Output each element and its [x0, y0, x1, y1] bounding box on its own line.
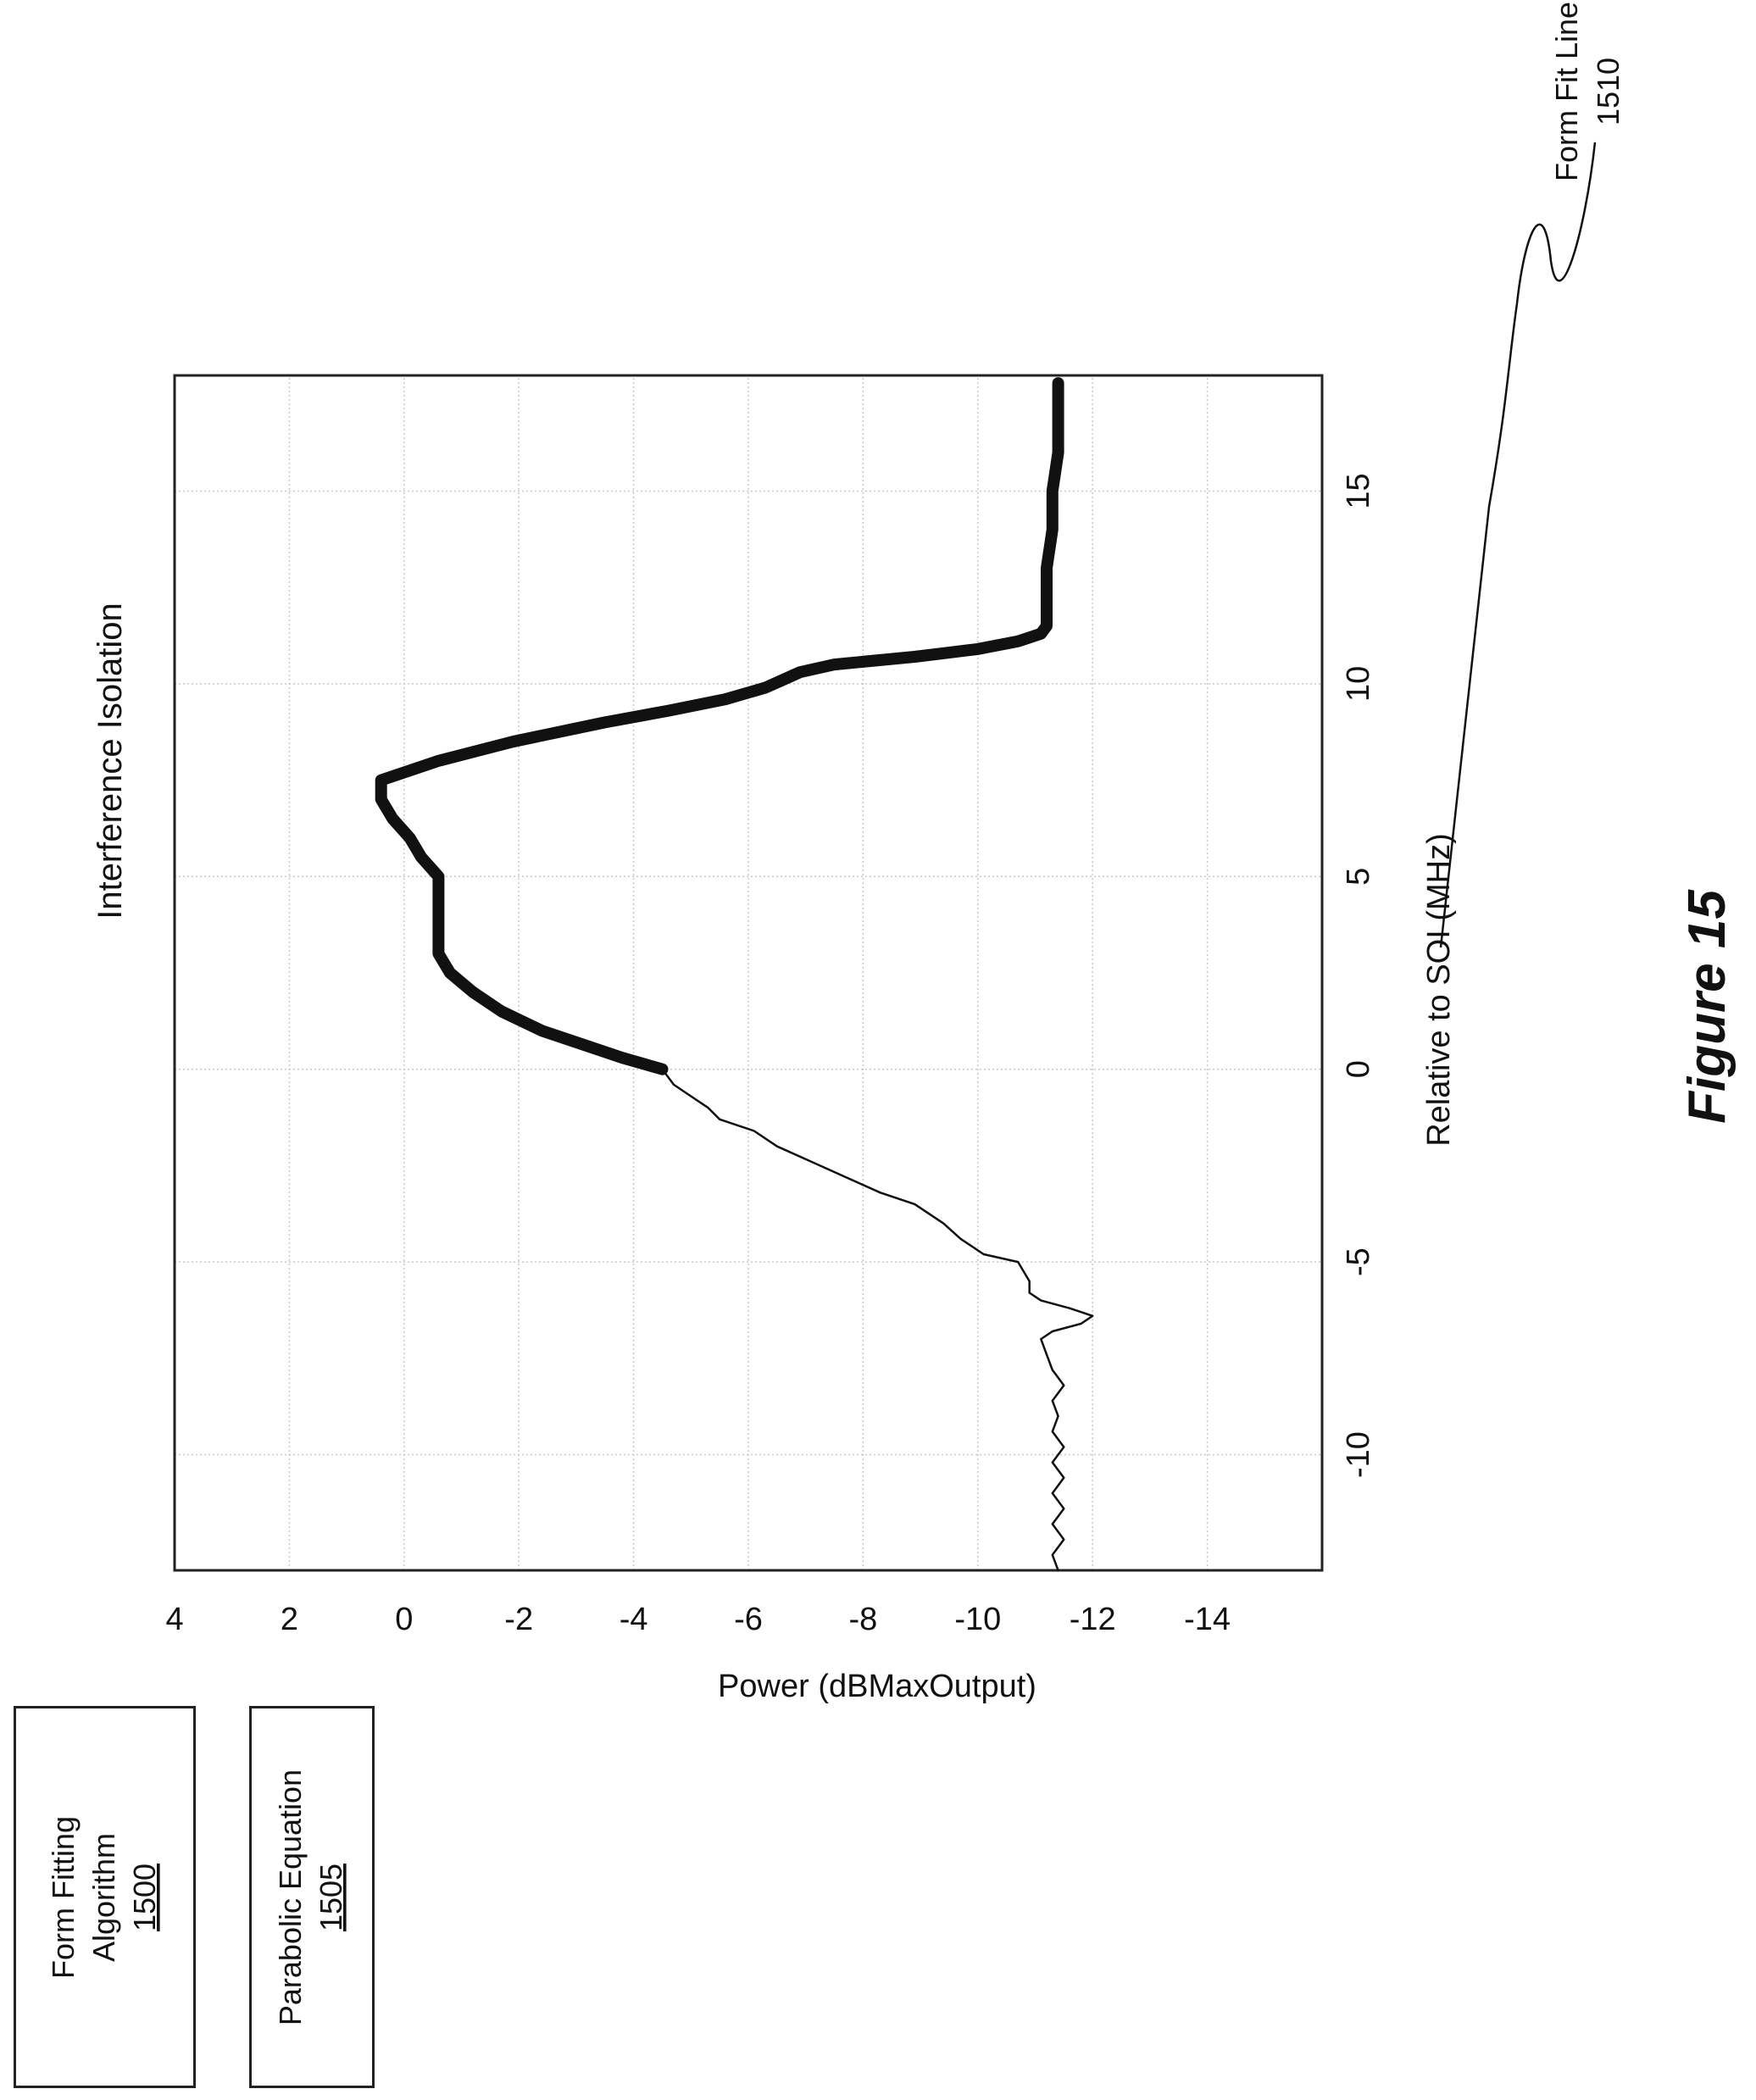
y-tick-label: -8: [849, 1602, 878, 1637]
x-tick-label: 0: [1341, 1060, 1376, 1078]
y-tick-label: -12: [1070, 1602, 1116, 1637]
figure-caption: Figure 15: [1678, 889, 1737, 1124]
callout-label: Form Fit Line: [1549, 2, 1584, 181]
form-fitting-algorithm-box: Form Fitting Algorithm 1500: [14, 1706, 196, 2088]
series-layer: [375, 377, 1094, 1572]
x-tick-label: -5: [1341, 1247, 1376, 1276]
x-tick-label: 15: [1341, 473, 1376, 508]
y-tick-label: -14: [1184, 1602, 1231, 1637]
x-tick-label: 5: [1341, 868, 1376, 886]
y-tick-label: 4: [165, 1602, 183, 1637]
x-tick-label: -10: [1341, 1431, 1376, 1478]
callout-ref: 1510: [1591, 58, 1625, 125]
x-axis-label: Relative to SOI (MHz): [1421, 833, 1457, 1147]
box1-line2: Algorithm: [86, 1833, 121, 1962]
grid-lines: [174, 375, 1322, 1570]
y-tick-labels: 4 2 0 -2 -4 -6 -8 -10 -12 -14: [165, 1602, 1231, 1637]
y-tick-label: -10: [954, 1602, 1001, 1637]
plot-frame: [173, 374, 1324, 1572]
box-text-layer: Parabolic Equation 1505: [273, 1769, 348, 2025]
y-tick-label: 2: [281, 1602, 298, 1637]
y-tick-label: -6: [734, 1602, 763, 1637]
box2-ref: 1505: [314, 1864, 348, 1931]
y-axis-label: Power (dBMaxOutput): [718, 1669, 1036, 1704]
callout-leader-line: [1439, 142, 1597, 948]
box2-line1: Parabolic Equation: [273, 1769, 308, 2025]
y-tick-label: -4: [620, 1602, 648, 1637]
chart-title: Interference Isolation: [92, 603, 129, 919]
box1-line1: Form Fitting: [46, 1816, 81, 1979]
measured-power-series: [661, 1068, 1094, 1572]
plot-area: [173, 374, 1324, 1572]
y-tick-label: -2: [504, 1602, 533, 1637]
box1-ref: 1500: [127, 1864, 162, 1931]
y-tick-label: 0: [395, 1602, 413, 1637]
box-text-layer: Form Fitting Algorithm 1500: [46, 1816, 162, 1979]
form-fit-line-series: [375, 377, 1064, 1075]
x-tick-labels: -10 -5 0 5 10 15: [1341, 473, 1376, 1478]
x-tick-label: 10: [1341, 666, 1376, 702]
parabolic-equation-box: Parabolic Equation 1505: [249, 1706, 375, 2088]
